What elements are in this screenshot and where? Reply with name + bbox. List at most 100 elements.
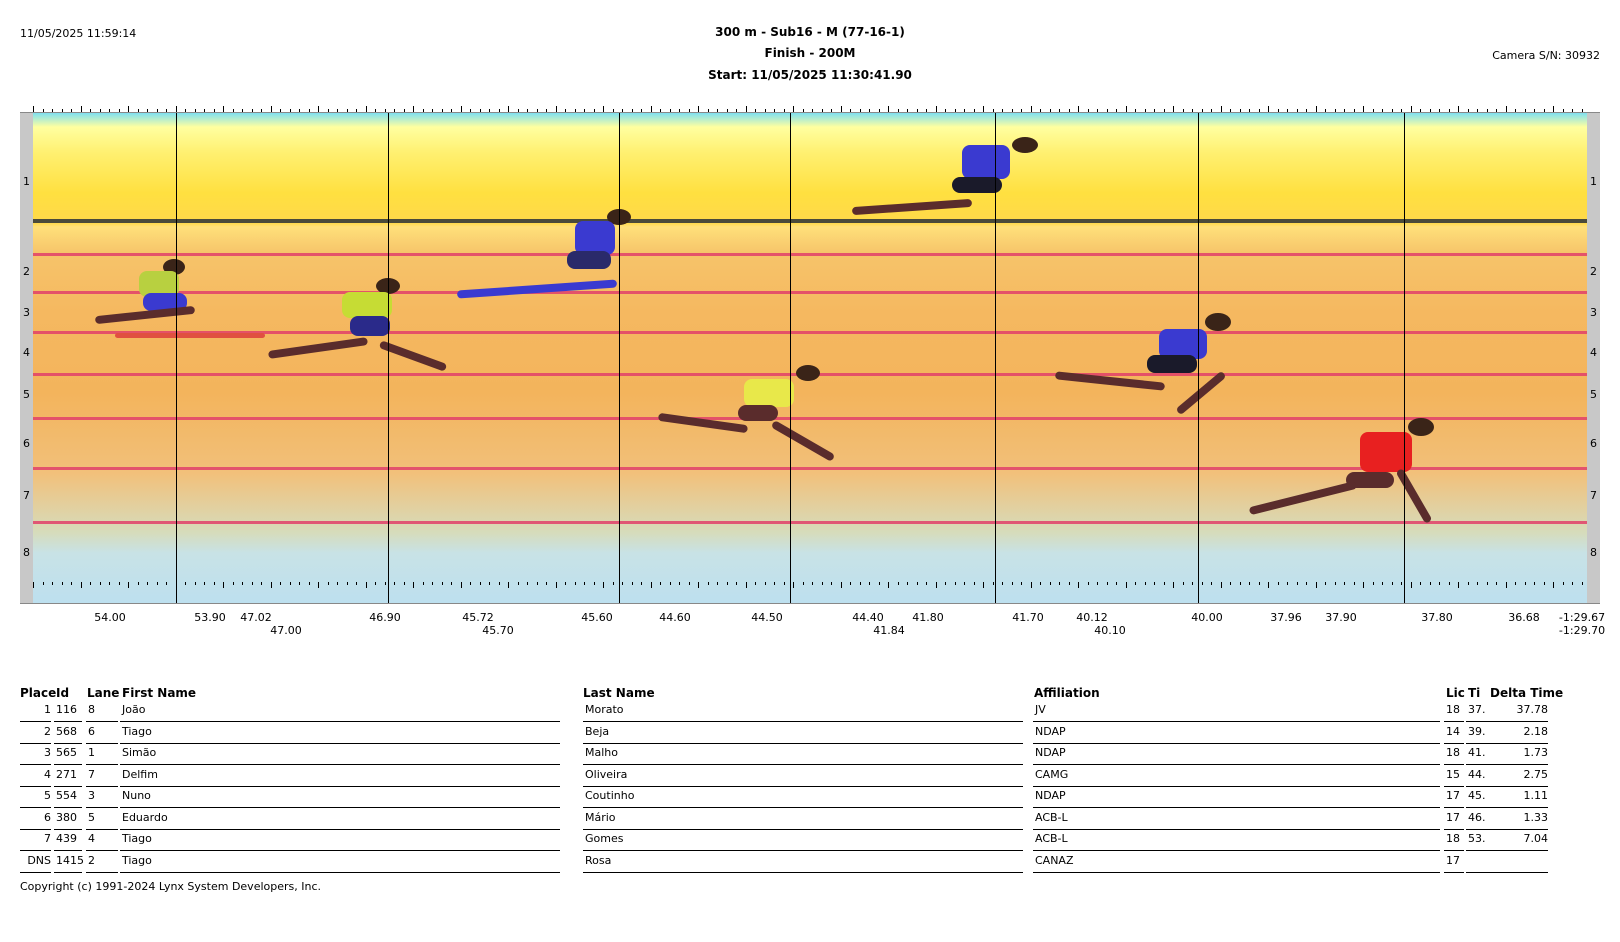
ruler-tick	[726, 582, 728, 585]
ruler-tick	[612, 109, 614, 112]
ruler-tick	[1562, 109, 1564, 112]
ruler-tick	[555, 106, 557, 112]
ruler-tick	[422, 582, 424, 585]
lane-number: 7	[1590, 489, 1597, 502]
ruler-tick	[375, 109, 376, 112]
row-underline	[54, 807, 82, 808]
ruler-tick	[764, 582, 766, 585]
ruler-tick	[1220, 106, 1222, 112]
cell-aff: NDAP	[1035, 746, 1066, 759]
row-underline	[54, 742, 82, 744]
ruler-tick	[128, 106, 129, 112]
row-underline	[54, 785, 82, 787]
row-underline	[120, 871, 560, 873]
ruler-tick	[1154, 582, 1155, 585]
ruler-tick	[821, 109, 823, 112]
cell-last: Morato	[585, 703, 624, 716]
col-header-last-name: Last Name	[583, 686, 655, 700]
ruler-tick	[1325, 582, 1326, 585]
ruler-tick	[1543, 582, 1545, 585]
cell-id: 116	[56, 703, 77, 716]
row-underline	[1466, 871, 1488, 873]
ruler-tick	[242, 582, 243, 585]
cell-id: 439	[56, 832, 77, 845]
lane-divider	[33, 219, 1587, 223]
ruler-tick	[1097, 109, 1098, 112]
ruler-tick	[1068, 109, 1070, 112]
cell-lane: 5	[88, 810, 95, 824]
ruler-tick	[1192, 582, 1193, 585]
ruler-tick	[688, 109, 690, 112]
ruler-tick	[1049, 109, 1051, 112]
ruler-tick	[745, 582, 747, 588]
row-underline	[1444, 828, 1464, 830]
ruler-tick	[1391, 582, 1393, 585]
ruler-tick	[1087, 582, 1089, 585]
ruler-tick	[441, 109, 443, 112]
ruler-tick	[42, 582, 44, 585]
ruler-tick	[1277, 582, 1279, 585]
row-underline	[1466, 785, 1488, 787]
ruler-tick	[650, 106, 652, 112]
ruler-tick	[1201, 109, 1203, 112]
ruler-tick	[42, 109, 44, 112]
ruler-tick	[973, 109, 975, 112]
cell-id: 380	[56, 810, 77, 824]
ruler-tick	[365, 582, 367, 588]
col-header-lic: Lic	[1446, 686, 1465, 700]
ruler-tick	[327, 582, 329, 585]
ruler-tick	[498, 109, 500, 112]
ruler-tick	[1524, 109, 1526, 112]
result-row: 5 554 3 Nuno Coutinho NDAP 17 45. 1.11	[20, 786, 1610, 808]
ruler-tick	[1163, 582, 1165, 585]
ruler-tick	[61, 109, 63, 112]
ruler-tick	[280, 109, 281, 112]
ruler-tick	[1268, 582, 1269, 588]
ruler-tick	[90, 109, 91, 112]
ruler-tick	[137, 582, 139, 585]
ruler-tick	[859, 582, 861, 585]
ruler-tick	[318, 106, 319, 112]
ruler-tick	[232, 582, 234, 585]
ruler-tick	[1211, 109, 1212, 112]
finish-line-photo: 1 1 2 2 3 3 4 4 5 5 6 6 7 7 8 8	[20, 112, 1600, 604]
ruler-tick	[992, 582, 994, 585]
ruler-tick	[954, 582, 956, 585]
ruler-tick	[717, 582, 718, 585]
ruler-tick	[793, 582, 794, 588]
cell-lic: 14	[1446, 724, 1460, 738]
cell-place: 2	[44, 724, 51, 738]
ruler-tick	[479, 109, 481, 112]
ruler-tick	[1325, 109, 1326, 112]
ruler-tick	[109, 582, 110, 585]
ruler-tick	[232, 109, 234, 112]
cell-delta: 1.73	[1523, 746, 1549, 759]
row-underline	[1488, 721, 1548, 722]
lane-divider	[33, 417, 1587, 420]
time-marker-line	[995, 113, 996, 603]
ruler-tick	[802, 582, 804, 585]
lane-number: 7	[23, 489, 30, 502]
ruler-tick	[1059, 109, 1060, 112]
ruler-tick	[270, 582, 272, 588]
lane-number: 2	[1590, 265, 1597, 278]
col-header-lane: Lane	[87, 686, 120, 700]
row-underline	[120, 850, 560, 851]
cell-id: 554	[56, 789, 77, 802]
time-label: 37.96	[1270, 611, 1302, 624]
cell-lic: 17	[1446, 789, 1460, 802]
row-underline	[20, 828, 51, 830]
ruler-tick	[1173, 106, 1174, 112]
row-underline	[54, 871, 82, 873]
ruler-tick	[479, 582, 481, 585]
ruler-tick	[1334, 582, 1336, 585]
ruler-tick	[1401, 582, 1402, 585]
col-header-affiliation: Affiliation	[1034, 686, 1100, 700]
row-underline	[120, 828, 560, 830]
ruler-tick	[916, 582, 918, 585]
cell-last: Beja	[585, 724, 610, 738]
ruler-tick	[1363, 106, 1364, 112]
ruler-tick	[394, 109, 395, 112]
time-label: 53.90	[194, 611, 226, 624]
time-marker-line	[619, 113, 620, 603]
